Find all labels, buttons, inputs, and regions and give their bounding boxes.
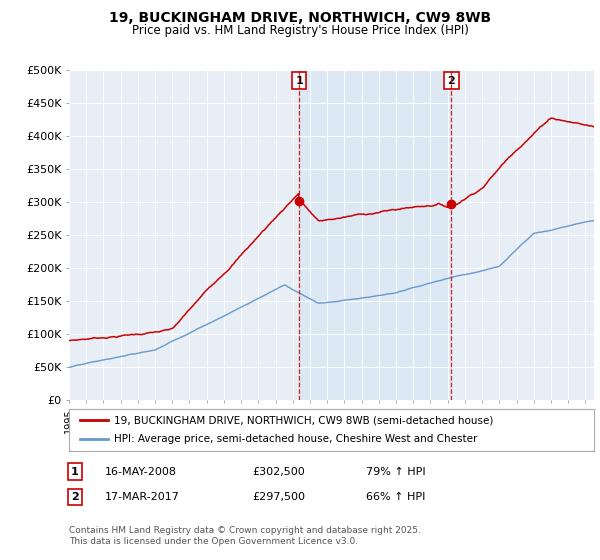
Text: £297,500: £297,500 <box>252 492 305 502</box>
Text: 19, BUCKINGHAM DRIVE, NORTHWICH, CW9 8WB (semi-detached house): 19, BUCKINGHAM DRIVE, NORTHWICH, CW9 8WB… <box>113 415 493 425</box>
Text: 1: 1 <box>295 76 303 86</box>
Text: £302,500: £302,500 <box>252 466 305 477</box>
Text: 1: 1 <box>71 466 79 477</box>
Bar <box>299 70 451 400</box>
Text: Contains HM Land Registry data © Crown copyright and database right 2025.
This d: Contains HM Land Registry data © Crown c… <box>69 526 421 546</box>
Text: 16-MAY-2008: 16-MAY-2008 <box>105 466 177 477</box>
Text: 66% ↑ HPI: 66% ↑ HPI <box>366 492 425 502</box>
Text: 2: 2 <box>71 492 79 502</box>
Text: HPI: Average price, semi-detached house, Cheshire West and Chester: HPI: Average price, semi-detached house,… <box>113 435 477 445</box>
Text: 17-MAR-2017: 17-MAR-2017 <box>105 492 180 502</box>
Text: Price paid vs. HM Land Registry's House Price Index (HPI): Price paid vs. HM Land Registry's House … <box>131 24 469 37</box>
Text: 19, BUCKINGHAM DRIVE, NORTHWICH, CW9 8WB: 19, BUCKINGHAM DRIVE, NORTHWICH, CW9 8WB <box>109 11 491 25</box>
Text: 2: 2 <box>448 76 455 86</box>
Text: 79% ↑ HPI: 79% ↑ HPI <box>366 466 425 477</box>
